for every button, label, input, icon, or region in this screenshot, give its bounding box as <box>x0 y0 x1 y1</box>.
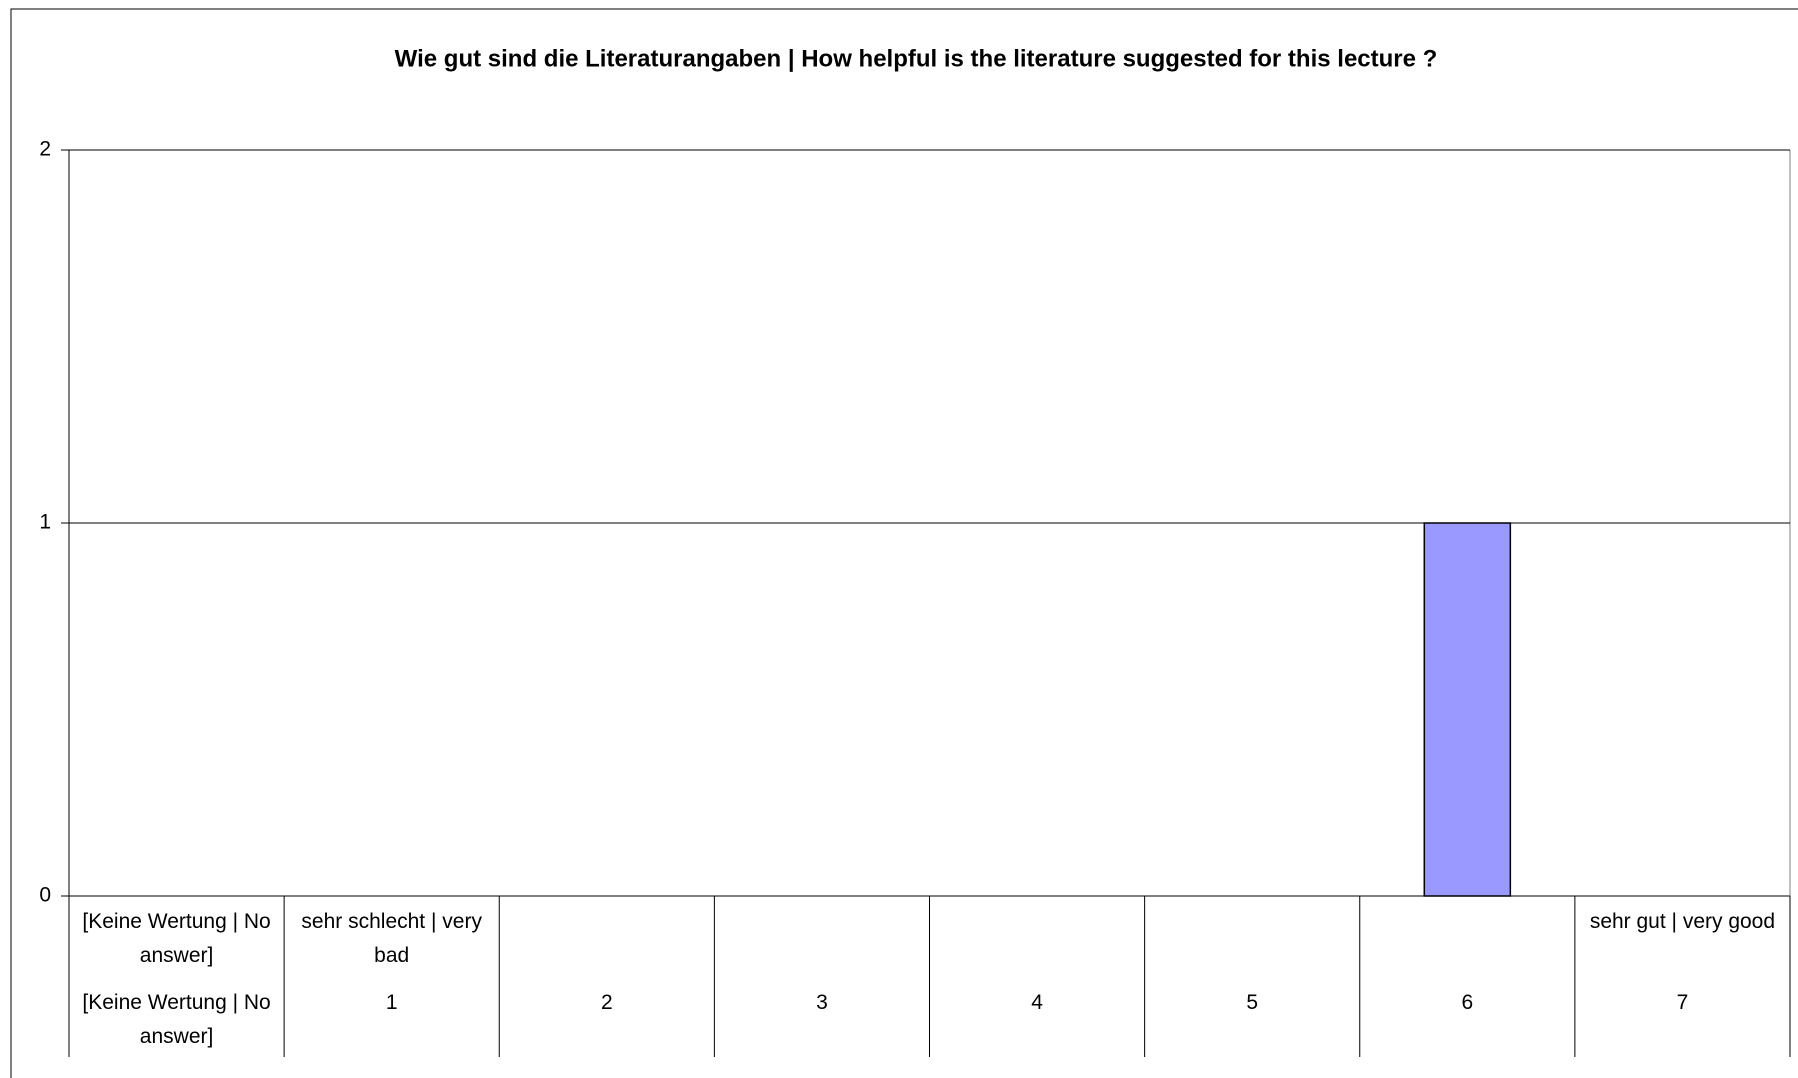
x-tick-label: 2 <box>600 991 613 1014</box>
y-tick-label: 0 <box>39 884 51 907</box>
x-tick-label: [Keine Wertung | No answer] <box>82 991 271 1048</box>
x-tick-label: 5 <box>1246 991 1259 1014</box>
x-tick-label: 4 <box>1031 991 1043 1014</box>
x-tick-label: 3 <box>816 991 828 1014</box>
chart-title: Wie gut sind die Literaturangaben | How … <box>395 45 1438 72</box>
chart-border <box>10 8 1798 1078</box>
category-description: [Keine Wertung | No answer] <box>82 910 271 967</box>
bar <box>1423 522 1512 897</box>
x-tick-label: 6 <box>1461 991 1474 1014</box>
category-description: sehr schlecht | very bad <box>301 910 482 967</box>
x-tick-label: 7 <box>1676 991 1689 1014</box>
y-tick-label: 1 <box>39 511 51 534</box>
y-tick-label: 2 <box>39 138 51 161</box>
x-tick-label: 1 <box>385 991 398 1014</box>
category-description: sehr gut | very good <box>1589 910 1776 933</box>
